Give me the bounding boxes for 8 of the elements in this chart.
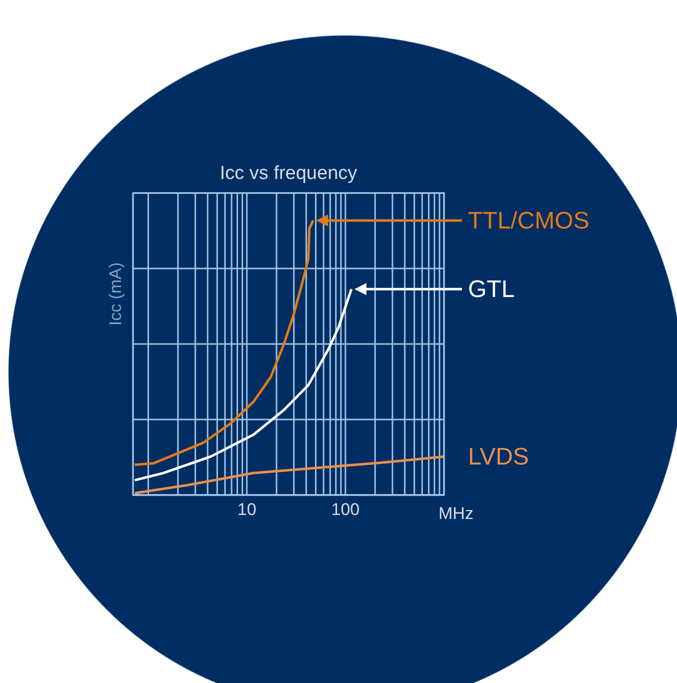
x-axis-title: MHz: [438, 504, 474, 523]
text: TTL/CMOS: [468, 207, 590, 234]
legend-label: GTL: [468, 276, 515, 304]
x-tick-label: 10: [237, 500, 256, 520]
chart-title: Icc vs frequency: [220, 163, 358, 184]
y-axis-title: Icc (mA): [106, 262, 125, 326]
series-label: LVDS: [468, 444, 529, 471]
x-tick-label: 100: [331, 500, 360, 520]
